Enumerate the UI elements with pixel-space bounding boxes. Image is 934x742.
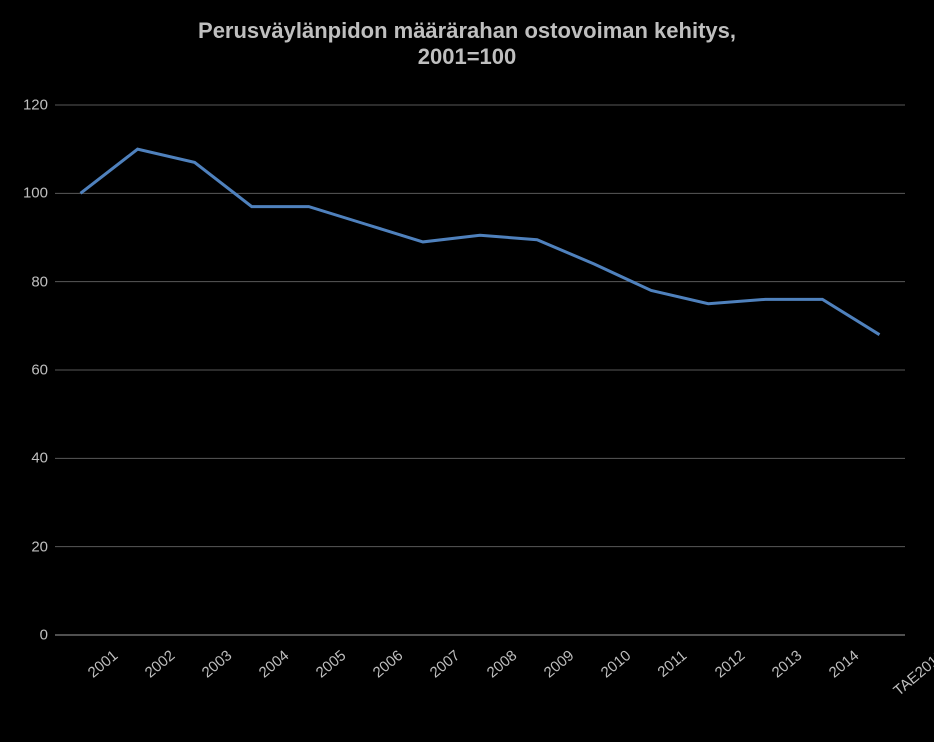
y-tick-label: 0: [40, 627, 48, 644]
x-tick-label: 2009: [541, 647, 577, 681]
x-tick-label: 2003: [198, 647, 234, 681]
x-tick-label: 2008: [484, 647, 520, 681]
chart-title-line1: Perusväylänpidon määrärahan ostovoiman k…: [0, 18, 934, 44]
y-tick-label: 120: [23, 97, 48, 114]
y-tick-label: 20: [31, 538, 48, 555]
x-tick-label: 2006: [370, 647, 406, 681]
x-tick-label: 2004: [256, 647, 292, 681]
plot-area: 2001200220032004200520062007200820092010…: [55, 105, 905, 635]
chart-container: Perusväylänpidon määrärahan ostovoiman k…: [0, 0, 934, 742]
y-tick-label: 100: [23, 185, 48, 202]
plot-svg: [55, 105, 905, 635]
chart-title: Perusväylänpidon määrärahan ostovoiman k…: [0, 18, 934, 70]
y-tick-label: 60: [31, 362, 48, 379]
x-tick-label: 2013: [769, 647, 805, 681]
x-tick-label: 2005: [313, 647, 349, 681]
x-tick-label: 2010: [598, 647, 634, 681]
x-tick-label: 2014: [826, 647, 862, 681]
x-tick-label: 2002: [141, 647, 177, 681]
x-tick-label: 2011: [655, 647, 691, 681]
chart-title-line2: 2001=100: [0, 44, 934, 70]
y-tick-label: 80: [31, 273, 48, 290]
x-tick-label: 2012: [712, 647, 748, 681]
x-tick-label: 2001: [84, 647, 120, 681]
x-tick-label: TAE2015: [890, 647, 934, 700]
y-tick-label: 40: [31, 450, 48, 467]
series-line: [81, 149, 880, 335]
x-tick-label: 2007: [427, 647, 463, 681]
